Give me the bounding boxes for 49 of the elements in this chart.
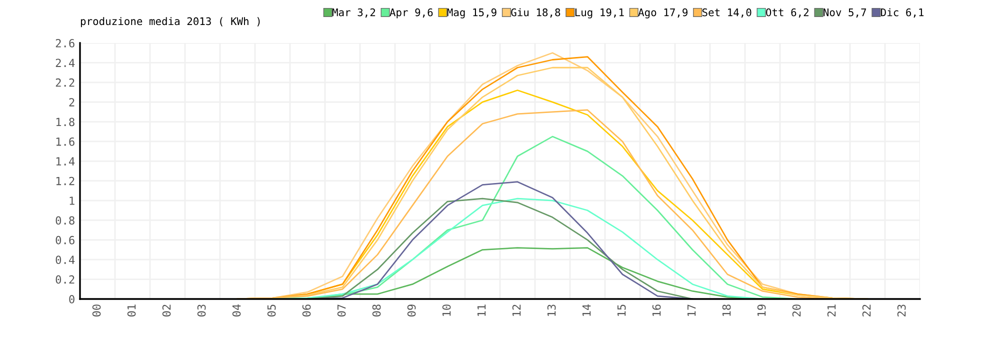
x-tick-label: 17 — [687, 304, 696, 316]
x-tick-label: 00 — [92, 304, 101, 317]
y-tick-label: 0.2 — [56, 275, 74, 284]
legend-label: Ott 6,2 — [766, 8, 808, 18]
x-tick-label: 19 — [757, 304, 766, 316]
y-tick-label: 1 — [70, 196, 74, 205]
x-tick-label: 20 — [792, 304, 801, 316]
legend-label: Dic 6,1 — [881, 8, 924, 18]
x-tick-label: 16 — [652, 304, 661, 316]
x-tick-label: 18 — [722, 304, 731, 316]
x-tick-label: 05 — [267, 304, 276, 317]
y-tick-label: 1.8 — [56, 118, 74, 126]
x-tick-label: 14 — [582, 304, 591, 316]
x-tick-label: 09 — [407, 304, 416, 317]
legend-label: Set 14,0 — [702, 8, 752, 18]
x-tick-label: 03 — [197, 304, 206, 317]
x-tick-label: 06 — [302, 304, 311, 317]
legend-label: Mar 3,2 — [332, 8, 376, 18]
y-tick-label: 2 — [69, 98, 74, 106]
x-tick-label: 02 — [162, 304, 171, 317]
x-tick-label: 22 — [862, 304, 871, 316]
legend-label: Giu 18,8 — [511, 8, 560, 18]
x-tick-label: 11 — [477, 304, 486, 316]
x-tick-label: 15 — [617, 304, 626, 316]
legend-label: Apr 9,6 — [390, 8, 433, 18]
y-tick-label: 2.6 — [56, 39, 74, 48]
legend-label: Nov 5,7 — [824, 8, 866, 18]
y-tick-label: 0.8 — [56, 216, 74, 225]
legend-label: Mag 15,9 — [447, 8, 496, 18]
y-tick-label: 0 — [69, 295, 74, 304]
x-tick-label: 07 — [337, 304, 346, 317]
x-tick-label: 13 — [547, 304, 556, 316]
x-tick-label: 21 — [827, 304, 836, 316]
x-tick-label: 08 — [372, 304, 381, 317]
x-tick-label: 04 — [232, 304, 241, 317]
y-tick-label: 2.4 — [56, 58, 75, 67]
x-tick-label: 23 — [897, 304, 906, 316]
x-tick-label: 10 — [442, 304, 451, 316]
y-tick-label: 1.2 — [56, 176, 74, 186]
y-tick-label: 1.6 — [56, 137, 74, 146]
chart-title: produzione media 2013 ( KWh ) — [80, 17, 260, 28]
y-tick-label: 1.4 — [56, 157, 75, 166]
legend-label: Ago 17,9 — [638, 8, 688, 18]
y-tick-label: 0.4 — [56, 256, 75, 264]
y-tick-label: 0.6 — [56, 236, 74, 244]
legend-label: Lug 19,1 — [575, 8, 624, 18]
x-tick-label: 01 — [127, 304, 136, 317]
x-tick-label: 12 — [512, 304, 521, 316]
y-tick-label: 2.2 — [56, 78, 74, 87]
